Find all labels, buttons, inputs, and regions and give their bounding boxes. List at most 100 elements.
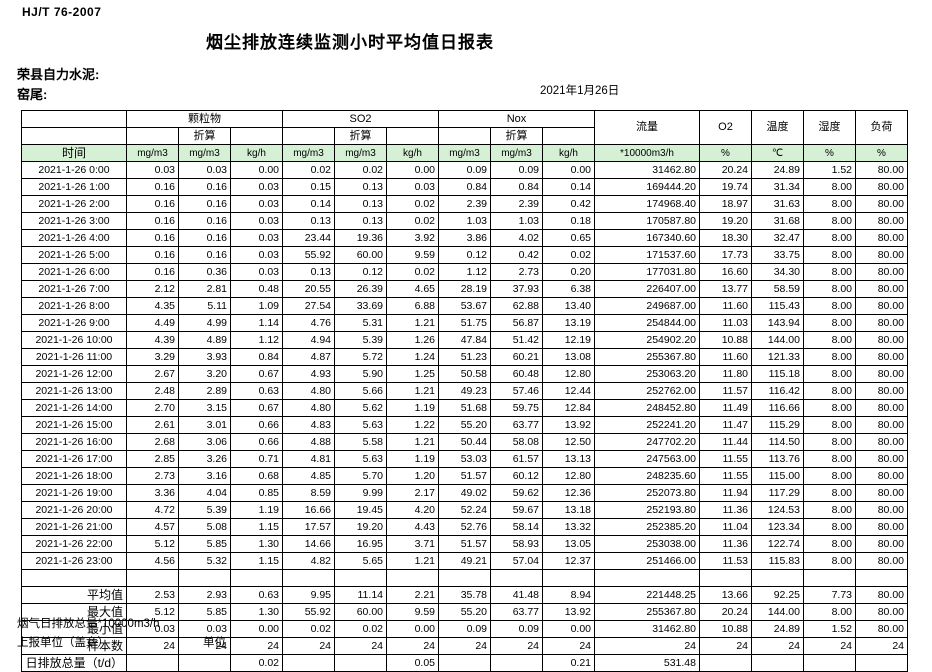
- cell-value: 80.00: [855, 518, 908, 536]
- cell-value: 62.88: [490, 297, 543, 315]
- cell-value: 19.20: [334, 518, 387, 536]
- unit-header-row: 时间 mg/m3 mg/m3 kg/h mg/m3 mg/m3 kg/h mg/…: [21, 144, 908, 162]
- cell-value: 61.57: [490, 450, 543, 468]
- cell-value: 115.18: [751, 365, 804, 383]
- cell-value: 2.73: [490, 263, 543, 281]
- cell-value: 8.00: [803, 229, 856, 247]
- summary-value: 0.00: [230, 620, 283, 638]
- cell-value: 13.05: [542, 535, 595, 553]
- group-header-row: 颗粒物 SO2 Nox 流量 O2 温度 湿度 负荷: [21, 110, 908, 145]
- cell-value: 167340.60: [594, 229, 700, 247]
- cell-value: 2.68: [126, 433, 179, 451]
- cell-value: 5.63: [334, 416, 387, 434]
- table-row: 2021-1-26 2:00 0.16 0.16 0.03 0.14 0.13 0.02 2.…: [21, 195, 908, 213]
- cell-value: 123.34: [751, 518, 804, 536]
- cell-value: 1.19: [386, 450, 439, 468]
- summary-value: 80.00: [855, 620, 908, 638]
- cell-value: 143.94: [751, 314, 804, 332]
- summary-value: 0.02: [282, 620, 335, 638]
- cell-value: 9.59: [386, 246, 439, 264]
- cell-value: 11.60: [699, 297, 752, 315]
- group-header-load: 负荷: [855, 110, 908, 145]
- cell-value: 1.21: [386, 314, 439, 332]
- unit-so2-mass: kg/h: [386, 144, 439, 162]
- sub-header-so2-raw: [282, 127, 335, 145]
- cell-value: 254902.20: [594, 331, 700, 349]
- spacer-cell: [386, 569, 439, 587]
- cell-value: 251466.00: [594, 552, 700, 570]
- cell-time: 2021-1-26 11:00: [21, 348, 127, 366]
- cell-value: 0.66: [230, 433, 283, 451]
- cell-value: 50.58: [438, 365, 491, 383]
- cell-value: 5.39: [178, 501, 231, 519]
- summary-value: 31462.80: [594, 620, 700, 638]
- cell-value: 8.59: [282, 484, 335, 502]
- cell-value: 5.08: [178, 518, 231, 536]
- column-header-time: 时间: [21, 144, 127, 162]
- summary-label: 日排放总量（t/d）: [21, 654, 127, 672]
- cell-value: 51.42: [490, 331, 543, 349]
- summary-row: 最小值 0.03 0.03 0.00 0.02 0.02 0.00 0.09 0.09 0.00 3…: [21, 620, 908, 638]
- cell-value: 117.29: [751, 484, 804, 502]
- cell-value: 80.00: [855, 365, 908, 383]
- cell-value: 0.42: [542, 195, 595, 213]
- cell-value: 0.67: [230, 399, 283, 417]
- cell-value: 0.00: [386, 161, 439, 179]
- table-row: 2021-1-26 17:00 2.85 3.26 0.71 4.81 5.63 1.19 5…: [21, 450, 908, 468]
- summary-value: 9.59: [386, 603, 439, 621]
- cell-value: 8.00: [803, 382, 856, 400]
- cell-value: 5.12: [126, 535, 179, 553]
- cell-value: 3.29: [126, 348, 179, 366]
- summary-value: 24: [699, 637, 752, 655]
- summary-value: 80.00: [855, 586, 908, 604]
- cell-value: 0.63: [230, 382, 283, 400]
- cell-value: 4.56: [126, 552, 179, 570]
- cell-value: 169444.20: [594, 178, 700, 196]
- cell-value: 58.08: [490, 433, 543, 451]
- cell-value: 0.02: [282, 161, 335, 179]
- table-row: 2021-1-26 4:00 0.16 0.16 0.03 23.44 19.36 3.92…: [21, 229, 908, 247]
- cell-value: 5.70: [334, 467, 387, 485]
- summary-value: 24: [282, 637, 335, 655]
- summary-value: 0.00: [542, 620, 595, 638]
- sub-header-nox-mass: [542, 127, 595, 145]
- cell-value: 16.95: [334, 535, 387, 553]
- summary-value: [803, 654, 856, 672]
- cell-value: 80.00: [855, 450, 908, 468]
- cell-value: 5.32: [178, 552, 231, 570]
- cell-value: 0.48: [230, 280, 283, 298]
- cell-value: 3.16: [178, 467, 231, 485]
- summary-value: 24: [542, 637, 595, 655]
- cell-value: 14.66: [282, 535, 335, 553]
- summary-value: 255367.80: [594, 603, 700, 621]
- summary-value: 41.48: [490, 586, 543, 604]
- cell-value: 5.58: [334, 433, 387, 451]
- cell-value: 13.77: [699, 280, 752, 298]
- summary-value: 24: [594, 637, 700, 655]
- cell-value: 4.93: [282, 365, 335, 383]
- summary-value: 24: [490, 637, 543, 655]
- cell-value: 2.39: [490, 195, 543, 213]
- cell-value: 4.49: [126, 314, 179, 332]
- cell-value: 37.93: [490, 280, 543, 298]
- cell-value: 8.00: [803, 535, 856, 553]
- cell-value: 0.67: [230, 365, 283, 383]
- sub-header-so2-mass: [386, 127, 439, 145]
- cell-value: 0.15: [282, 178, 335, 196]
- cell-value: 253038.00: [594, 535, 700, 553]
- cell-value: 17.73: [699, 246, 752, 264]
- cell-value: 57.04: [490, 552, 543, 570]
- cell-value: 80.00: [855, 382, 908, 400]
- summary-value: [126, 654, 179, 672]
- cell-value: 4.57: [126, 518, 179, 536]
- cell-value: 0.16: [126, 212, 179, 230]
- cell-value: 1.21: [386, 433, 439, 451]
- cell-value: 174968.40: [594, 195, 700, 213]
- cell-value: 1.52: [803, 161, 856, 179]
- cell-value: 115.00: [751, 467, 804, 485]
- cell-value: 10.88: [699, 331, 752, 349]
- cell-value: 8.00: [803, 331, 856, 349]
- cell-value: 0.13: [282, 212, 335, 230]
- cell-value: 0.36: [178, 263, 231, 281]
- cell-value: 1.19: [386, 399, 439, 417]
